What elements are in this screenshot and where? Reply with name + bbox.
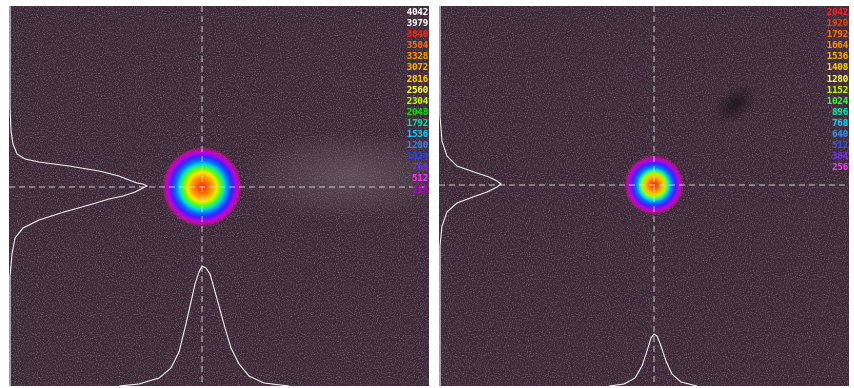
scale-label: 1536	[406, 129, 429, 141]
scale-label: 4042	[406, 7, 429, 18]
beam-image-right	[439, 6, 849, 386]
scale-label: 3840	[406, 29, 429, 41]
crosshair	[9, 6, 429, 386]
scale-label: 1280	[406, 140, 429, 152]
scale-label: 1408	[826, 62, 849, 74]
scale-label: 1920	[826, 18, 849, 30]
scale-label: 1536	[826, 51, 849, 63]
scale-label: 1024	[826, 95, 849, 107]
scale-label: 3584	[406, 40, 429, 52]
crosshair	[439, 6, 849, 386]
scale-label: 3979	[406, 18, 429, 30]
scale-label: 768	[831, 117, 848, 129]
vertical-profile-curve	[9, 6, 149, 386]
beam-image-left	[9, 6, 429, 386]
scale-label: 896	[831, 106, 848, 118]
scale-label: 512	[831, 140, 848, 152]
scale-label: 1792	[826, 29, 849, 41]
scale-label: 1792	[406, 117, 429, 129]
scale-label: 640	[831, 129, 848, 141]
background-glow	[239, 131, 429, 221]
intensity-scale-right: 2042 1920 1792 1664 1536 1408 1280 1152 …	[826, 7, 849, 174]
scale-label: 768	[411, 162, 428, 174]
scale-label: 2048	[406, 106, 429, 118]
scale-label: 384	[831, 151, 848, 163]
scale-label: 2816	[406, 73, 429, 85]
scale-label: 1664	[826, 40, 849, 52]
beam-profile-panel-left: 4042 3979 3840 3584 3328 3072 2816 2560 …	[9, 6, 429, 386]
scale-label: 2304	[406, 95, 429, 107]
horizontal-profile-curve	[118, 265, 290, 386]
scale-label: 3072	[406, 62, 429, 74]
scale-label: 512	[411, 173, 428, 185]
scale-label: 1280	[826, 73, 849, 85]
intensity-scale-left: 4042 3979 3840 3584 3328 3072 2816 2560 …	[406, 7, 429, 196]
scale-label: 2042	[826, 7, 849, 18]
scale-label: 2560	[406, 84, 429, 96]
horizontal-profile-curve	[608, 333, 698, 386]
scale-label: 1152	[826, 84, 849, 96]
vertical-profile-curve	[439, 6, 502, 386]
beam-profile-panel-right: 2042 1920 1792 1664 1536 1408 1280 1152 …	[439, 6, 849, 386]
scale-label: 1024	[406, 151, 429, 163]
scale-label: 256	[831, 162, 848, 174]
scale-label: 3328	[406, 51, 429, 63]
scale-label: 256	[411, 184, 428, 196]
dark-spot	[712, 83, 758, 125]
